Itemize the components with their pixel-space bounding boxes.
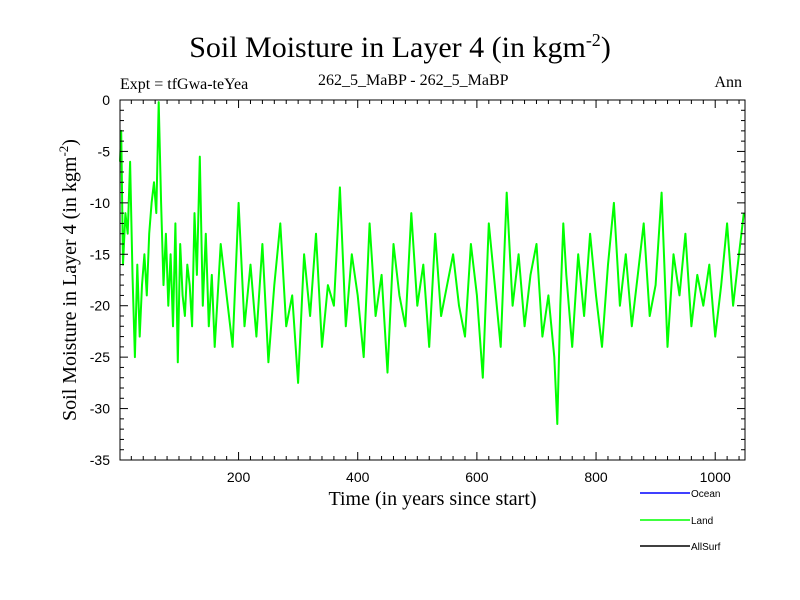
- y-tick-label: -20: [90, 298, 110, 314]
- y-axis-title: Soil Moisture in Layer 4 (in kgm-2): [56, 139, 81, 421]
- chart-subtitle: 262_5_MaBP - 262_5_MaBP: [318, 72, 509, 89]
- legend-label-allsurf: AllSurf: [691, 542, 721, 553]
- y-tick-label: -15: [90, 246, 110, 262]
- chart-title: Soil Moisture in Layer 4 (in kgm-2): [189, 30, 611, 64]
- y-axis-title-close: ): [59, 139, 81, 146]
- period-label: Ann: [714, 74, 742, 91]
- y-tick-label: -5: [98, 143, 111, 159]
- x-tick-label: 400: [346, 469, 370, 485]
- x-tick-label: 600: [465, 469, 489, 485]
- x-tick-label: 1000: [700, 469, 731, 485]
- y-axis-title-main: Soil Moisture in Layer 4 (in kgm: [59, 156, 81, 421]
- y-axis-title-superscript: -2: [56, 146, 71, 157]
- plot-frame: [119, 99, 746, 461]
- y-tick-label: -35: [90, 452, 110, 468]
- x-tick-label: 200: [227, 469, 251, 485]
- experiment-label: Expt = tfGwa-teYea: [120, 76, 249, 93]
- legend-label-land: Land: [691, 516, 713, 527]
- legend-label-ocean: Ocean: [691, 489, 720, 500]
- y-tick-label: -10: [90, 195, 110, 211]
- y-tick-label: -25: [90, 349, 110, 365]
- x-tick-label: 800: [584, 469, 608, 485]
- series-line-land: [119, 101, 745, 425]
- y-tick-label: -30: [90, 401, 110, 417]
- x-axis-title: Time (in years since start): [328, 488, 536, 510]
- y-tick-label: 0: [102, 92, 110, 108]
